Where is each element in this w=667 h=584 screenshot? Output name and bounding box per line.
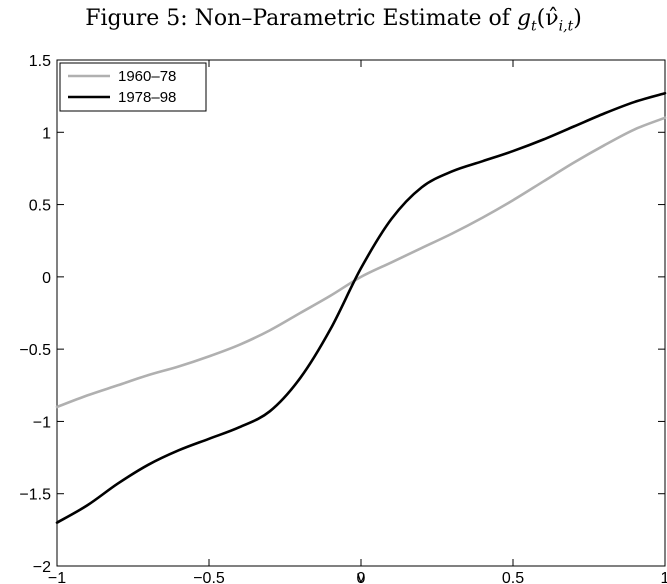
chart-title-math-sub-it: i,t (558, 18, 574, 35)
series-line-1 (55, 116, 667, 409)
chart-title-math-arg: (ν̂ (536, 6, 559, 31)
y-tick-label: 1.5 (29, 53, 51, 70)
x-tick-label: −0.5 (193, 570, 225, 584)
y-tick-label: −1 (33, 414, 51, 431)
chart-title: Figure 5: Non–Parametric Estimate of gt(… (0, 6, 667, 34)
series-layer (55, 91, 667, 524)
y-tick-label: −0.5 (19, 342, 51, 359)
x-tick-label: 0.5 (502, 570, 524, 584)
series-line-2 (55, 91, 667, 524)
y-tick-label: −2 (33, 559, 51, 576)
x-axis-label: ν (357, 569, 365, 584)
legend-box (59, 62, 207, 112)
chart-title-math-g: g (516, 6, 532, 31)
plot-frame (56, 59, 666, 567)
chart-title-text: Figure 5: Non–Parametric Estimate of (85, 6, 517, 31)
x-tick-label: 1 (661, 570, 667, 584)
y-tick-label: 1 (42, 125, 51, 142)
y-tick-label: −1.5 (19, 487, 51, 504)
legend: 1960–78 1978–98 (59, 62, 207, 112)
x-tick-label: 0 (357, 570, 366, 584)
legend-label-1: 1960–78 (118, 68, 176, 85)
x-tick-label: −1 (48, 570, 66, 584)
chart-title-math-close: ) (573, 6, 582, 31)
y-tick-label: 0 (42, 270, 51, 287)
chart-title-math-sub-t: t (531, 18, 537, 35)
y-tick-label: 0.5 (29, 198, 51, 215)
legend-label-2: 1978–98 (118, 89, 176, 106)
axis-ticks: −1 −0.5 0 0.5 1 −2 −1.5 −1 −0.5 0 0.5 1 1.5 (19, 53, 667, 584)
